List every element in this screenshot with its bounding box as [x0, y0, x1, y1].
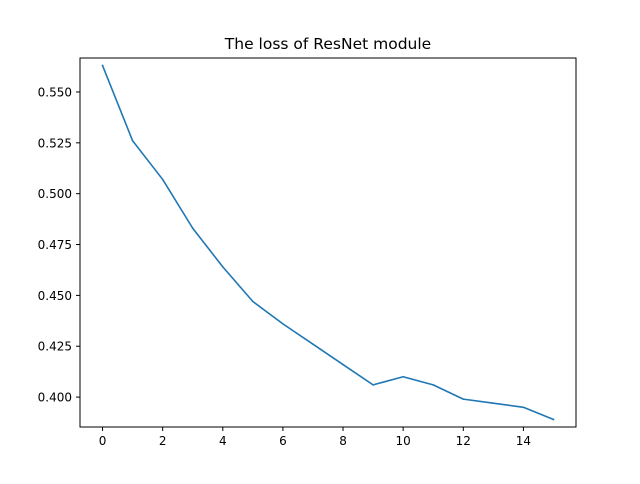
data-point: [282, 323, 284, 325]
data-point: [522, 406, 525, 409]
series-line: [101, 64, 555, 421]
series-layer: [101, 64, 555, 421]
data-point: [342, 363, 344, 366]
y-tick-label: 0.525: [38, 136, 72, 150]
chart-title: The loss of ResNet module: [224, 35, 431, 53]
y-tick-label: 0.400: [38, 391, 72, 405]
y-axis-ticks: 0.400 0.425 0.450 0.475 0.500 0.525 0.550: [38, 85, 80, 405]
data-point: [161, 178, 164, 181]
x-tick-label: 8: [339, 434, 347, 448]
data-point: [372, 384, 374, 386]
y-tick-label: 0.550: [38, 85, 72, 99]
data-point: [252, 300, 254, 303]
y-tick-label: 0.475: [38, 238, 72, 252]
x-tick-label: 4: [219, 434, 227, 448]
x-tick-label: 14: [516, 434, 531, 448]
y-tick-label: 0.500: [38, 187, 72, 201]
data-point: [312, 343, 314, 346]
plot-frame: [79, 57, 577, 428]
x-tick-label: 10: [396, 434, 411, 448]
data-point: [221, 266, 224, 268]
y-tick-label: 0.450: [38, 289, 72, 303]
y-tick-label: 0.425: [38, 340, 72, 354]
data-point: [492, 402, 495, 405]
data-point: [402, 375, 404, 378]
x-axis-ticks: 0 2 4 6 8 10 12 14: [99, 427, 531, 448]
data-point: [552, 418, 555, 421]
data-point: [462, 398, 465, 400]
data-point: [432, 384, 435, 386]
x-tick-label: 6: [279, 434, 287, 448]
x-tick-label: 0: [99, 434, 107, 448]
x-tick-label: 2: [159, 434, 167, 448]
data-point: [101, 64, 104, 67]
data-point: [131, 139, 134, 142]
x-tick-label: 12: [456, 434, 471, 448]
data-point: [191, 227, 194, 230]
